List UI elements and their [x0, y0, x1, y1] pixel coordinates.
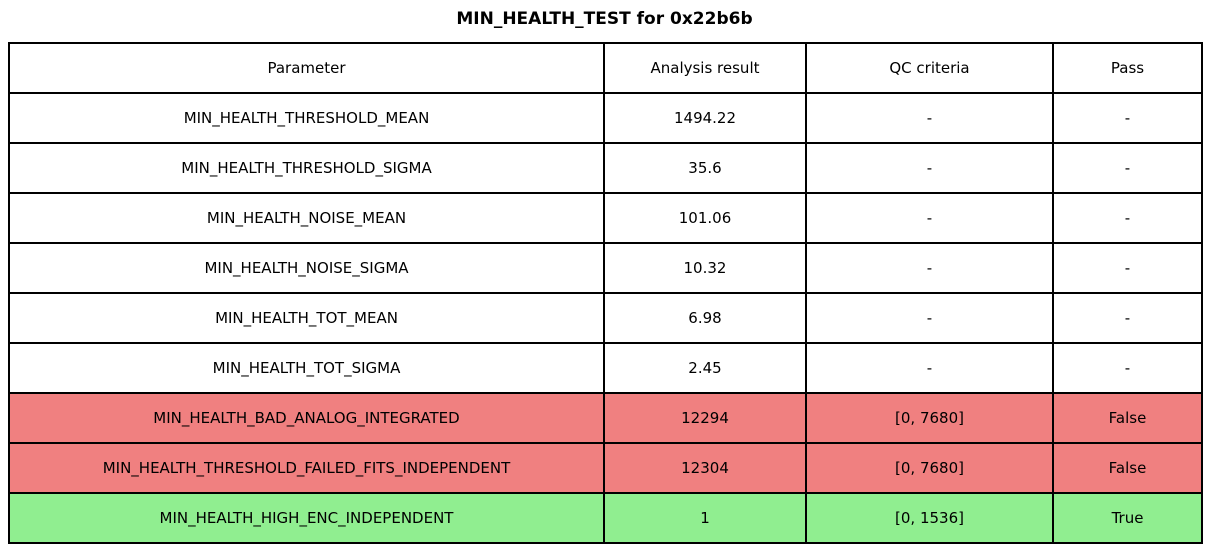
qc-criteria-cell: -: [805, 242, 1054, 294]
qc-criteria-cell: -: [805, 92, 1054, 144]
pass-cell: False: [1052, 392, 1203, 444]
parameter-cell: MIN_HEALTH_THRESHOLD_SIGMA: [8, 142, 605, 194]
table-header-row: Parameter Analysis result QC criteria Pa…: [8, 42, 1203, 94]
parameter-cell: MIN_HEALTH_TOT_MEAN: [8, 292, 605, 344]
table-row: MIN_HEALTH_THRESHOLD_FAILED_FITS_INDEPEN…: [8, 442, 1203, 494]
column-header-analysis-result: Analysis result: [603, 42, 807, 94]
column-header-parameter: Parameter: [8, 42, 605, 94]
pass-cell: True: [1052, 492, 1203, 544]
analysis-result-cell: 10.32: [603, 242, 807, 294]
pass-cell: -: [1052, 342, 1203, 394]
analysis-result-cell: 2.45: [603, 342, 807, 394]
pass-cell: False: [1052, 442, 1203, 494]
page-title: MIN_HEALTH_TEST for 0x22b6b: [456, 9, 753, 29]
qc-criteria-cell: -: [805, 292, 1054, 344]
parameter-cell: MIN_HEALTH_NOISE_SIGMA: [8, 242, 605, 294]
analysis-result-cell: 101.06: [603, 192, 807, 244]
column-header-pass: Pass: [1052, 42, 1203, 94]
table-row: MIN_HEALTH_BAD_ANALOG_INTEGRATED 12294 […: [8, 392, 1203, 444]
pass-cell: -: [1052, 142, 1203, 194]
analysis-result-cell: 12304: [603, 442, 807, 494]
pass-cell: -: [1052, 192, 1203, 244]
table-row: MIN_HEALTH_NOISE_SIGMA 10.32 - -: [8, 242, 1203, 294]
qc-criteria-cell: [0, 7680]: [805, 392, 1054, 444]
pass-cell: -: [1052, 242, 1203, 294]
parameter-cell: MIN_HEALTH_HIGH_ENC_INDEPENDENT: [8, 492, 605, 544]
parameter-cell: MIN_HEALTH_THRESHOLD_MEAN: [8, 92, 605, 144]
parameter-cell: MIN_HEALTH_NOISE_MEAN: [8, 192, 605, 244]
parameter-cell: MIN_HEALTH_TOT_SIGMA: [8, 342, 605, 394]
parameter-cell: MIN_HEALTH_THRESHOLD_FAILED_FITS_INDEPEN…: [8, 442, 605, 494]
analysis-result-cell: 12294: [603, 392, 807, 444]
column-header-qc-criteria: QC criteria: [805, 42, 1054, 94]
table-row: MIN_HEALTH_TOT_SIGMA 2.45 - -: [8, 342, 1203, 394]
qc-criteria-cell: [0, 7680]: [805, 442, 1054, 494]
qc-criteria-cell: -: [805, 342, 1054, 394]
table-row: MIN_HEALTH_TOT_MEAN 6.98 - -: [8, 292, 1203, 344]
analysis-result-cell: 35.6: [603, 142, 807, 194]
table-row: MIN_HEALTH_HIGH_ENC_INDEPENDENT 1 [0, 15…: [8, 492, 1203, 544]
pass-cell: -: [1052, 92, 1203, 144]
analysis-result-cell: 1494.22: [603, 92, 807, 144]
parameter-cell: MIN_HEALTH_BAD_ANALOG_INTEGRATED: [8, 392, 605, 444]
pass-cell: -: [1052, 292, 1203, 344]
analysis-result-cell: 6.98: [603, 292, 807, 344]
qc-criteria-cell: [0, 1536]: [805, 492, 1054, 544]
analysis-result-cell: 1: [603, 492, 807, 544]
table-row: MIN_HEALTH_NOISE_MEAN 101.06 - -: [8, 192, 1203, 244]
table-row: MIN_HEALTH_THRESHOLD_SIGMA 35.6 - -: [8, 142, 1203, 194]
qc-results-table: Parameter Analysis result QC criteria Pa…: [8, 42, 1203, 544]
qc-criteria-cell: -: [805, 142, 1054, 194]
qc-criteria-cell: -: [805, 192, 1054, 244]
table-body: MIN_HEALTH_THRESHOLD_MEAN 1494.22 - - MI…: [8, 92, 1203, 544]
table-row: MIN_HEALTH_THRESHOLD_MEAN 1494.22 - -: [8, 92, 1203, 144]
